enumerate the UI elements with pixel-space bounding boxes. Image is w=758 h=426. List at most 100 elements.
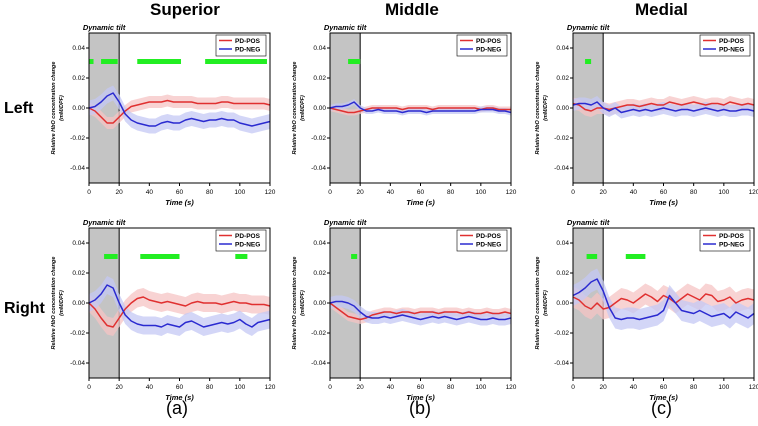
y-tick-label: -0.02 xyxy=(70,330,85,337)
x-tick-label: 0 xyxy=(328,384,332,391)
row-title-right: Right xyxy=(4,300,45,317)
x-axis-label: Time (s) xyxy=(406,198,435,207)
legend-label-pd-pos: PD-POS xyxy=(235,38,261,45)
y-tick-label: 0.00 xyxy=(72,105,85,112)
band-pd-pos xyxy=(89,94,270,129)
dynamic-tilt-label: Dynamic tilt xyxy=(324,218,367,227)
dynamic-tilt-label: Dynamic tilt xyxy=(83,23,126,32)
y-tick-label: -0.04 xyxy=(554,165,569,172)
legend-label-pd-neg: PD-NEG xyxy=(719,46,744,53)
legend-label-pd-pos: PD-POS xyxy=(476,233,502,240)
x-tick-label: 20 xyxy=(357,189,365,196)
y-tick-label: -0.02 xyxy=(554,135,569,142)
significance-bar xyxy=(137,59,182,64)
x-tick-label: 20 xyxy=(357,384,365,391)
y-axis-label: Relative HbO concentration change (mM/DPF… xyxy=(51,62,65,155)
significance-bar xyxy=(104,254,118,259)
y-tick-label: 0.02 xyxy=(72,75,85,82)
dynamic-tilt-label: Dynamic tilt xyxy=(567,23,610,32)
y-tick-label: 0.00 xyxy=(313,300,326,307)
y-tick-label: -0.04 xyxy=(70,360,85,367)
x-axis-label: Time (s) xyxy=(649,198,678,207)
chart-middle-right: 0 20 40 60 80 100 120 -0.04 -0.02 0.00 0.02 0.04 Dyn… xyxy=(292,218,517,402)
legend-label-pd-neg: PD-NEG xyxy=(235,241,260,248)
y-axis-label-line2: (mM/DPF) xyxy=(543,95,549,121)
y-tick-label: 0.04 xyxy=(313,240,326,247)
x-tick-label: 80 xyxy=(690,189,698,196)
x-tick-label: 80 xyxy=(206,189,214,196)
x-axis-label: Time (s) xyxy=(165,393,194,402)
y-tick-label: 0.04 xyxy=(72,240,85,247)
x-tick-label: 20 xyxy=(600,384,608,391)
column-title-superior: Superior xyxy=(150,0,220,19)
x-tick-label: 20 xyxy=(116,189,124,196)
panel-letter-a: (a) xyxy=(166,398,188,418)
y-tick-label: 0.00 xyxy=(313,105,326,112)
x-tick-label: 80 xyxy=(690,384,698,391)
y-tick-label: 0.04 xyxy=(556,240,569,247)
y-axis-label-line1: Relative HbO concentration change xyxy=(292,257,298,350)
y-tick-label: 0.04 xyxy=(72,45,85,52)
y-axis-label-line1: Relative HbO concentration change xyxy=(535,62,541,155)
y-tick-label: -0.02 xyxy=(311,330,326,337)
y-axis-label: Relative HbO concentration change (mM/DPF… xyxy=(292,62,306,155)
y-tick-label: 0.04 xyxy=(556,45,569,52)
x-tick-label: 120 xyxy=(749,384,758,391)
x-tick-label: 80 xyxy=(206,384,214,391)
x-tick-label: 100 xyxy=(718,189,729,196)
significance-bar xyxy=(205,59,267,64)
chart-middle-left: 0 20 40 60 80 100 120 -0.04 -0.02 0.00 0.02 0.04 Dyn… xyxy=(292,23,517,207)
legend-label-pd-pos: PD-POS xyxy=(235,233,261,240)
legend-label-pd-neg: PD-NEG xyxy=(476,46,501,53)
y-tick-label: -0.04 xyxy=(311,360,326,367)
column-title-middle: Middle xyxy=(385,0,439,19)
chart-medial-right: 0 20 40 60 80 100 120 -0.04 -0.02 0.00 0.02 0.04 Dyn… xyxy=(535,218,758,402)
x-tick-label: 100 xyxy=(234,189,245,196)
x-tick-label: 40 xyxy=(146,189,154,196)
x-tick-label: 40 xyxy=(630,189,638,196)
x-axis-label: Time (s) xyxy=(406,393,435,402)
series-line-pd-neg xyxy=(88,92,271,127)
x-tick-label: 80 xyxy=(447,189,455,196)
significance-bar xyxy=(585,59,592,64)
series-line-pd-neg xyxy=(88,284,271,328)
x-tick-label: 120 xyxy=(265,189,276,196)
x-tick-label: 80 xyxy=(447,384,455,391)
y-tick-label: -0.02 xyxy=(554,330,569,337)
x-tick-label: 100 xyxy=(475,189,486,196)
series-line-pd-pos xyxy=(88,296,271,328)
y-tick-label: 0.02 xyxy=(313,75,326,82)
series-line-pd-pos xyxy=(572,293,755,310)
band-pd-neg xyxy=(573,96,754,119)
x-tick-label: 100 xyxy=(718,384,729,391)
row-title-left: Left xyxy=(4,100,34,117)
x-tick-label: 0 xyxy=(328,189,332,196)
significance-bar xyxy=(586,254,598,259)
x-tick-label: 20 xyxy=(116,384,124,391)
x-axis-label: Time (s) xyxy=(165,198,194,207)
dynamic-tilt-label: Dynamic tilt xyxy=(567,218,610,227)
dynamic-tilt-label: Dynamic tilt xyxy=(324,23,367,32)
y-axis-label-line2: (mM/DPF) xyxy=(300,95,306,121)
panel-letter-b: (b) xyxy=(409,398,431,418)
series-line-pd-neg xyxy=(329,300,512,321)
series-line-pd-neg xyxy=(572,278,755,321)
y-axis-label-line2: (mM/DPF) xyxy=(543,290,549,316)
y-tick-label: -0.04 xyxy=(70,165,85,172)
y-tick-label: 0.02 xyxy=(313,270,326,277)
y-axis-label-line1: Relative HbO concentration change xyxy=(51,62,57,155)
y-axis-label-line1: Relative HbO concentration change xyxy=(51,257,57,350)
x-axis-label: Time (s) xyxy=(649,393,678,402)
y-tick-label: 0.02 xyxy=(556,75,569,82)
x-tick-label: 100 xyxy=(475,384,486,391)
x-tick-label: 120 xyxy=(506,189,517,196)
y-tick-label: 0.04 xyxy=(313,45,326,52)
significance-bar xyxy=(351,254,358,259)
legend-label-pd-neg: PD-NEG xyxy=(476,241,501,248)
x-tick-label: 40 xyxy=(630,384,638,391)
y-tick-label: 0.02 xyxy=(72,270,85,277)
significance-bar xyxy=(235,254,248,259)
x-tick-label: 60 xyxy=(660,384,668,391)
chart-medial-left: 0 20 40 60 80 100 120 -0.04 -0.02 0.00 0.02 0.04 Dyn… xyxy=(535,23,758,207)
